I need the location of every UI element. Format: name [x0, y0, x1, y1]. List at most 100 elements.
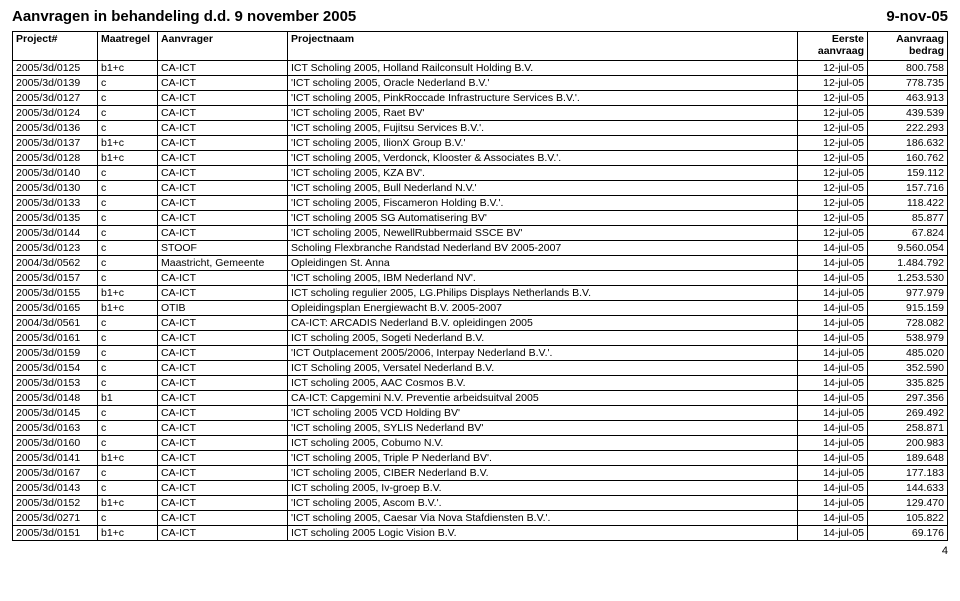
cell-amount: 160.762: [868, 151, 948, 166]
cell-projectnaam: 'ICT scholing 2005, CIBER Nederland B.V.: [288, 466, 798, 481]
cell-aanvrager: CA-ICT: [158, 181, 288, 196]
cell-date: 14-jul-05: [798, 526, 868, 541]
col-project: Project#: [13, 32, 98, 61]
cell-maatregel: c: [98, 316, 158, 331]
table-row: 2005/3d/0160cCA-ICTICT scholing 2005, Co…: [13, 436, 948, 451]
cell-projectnaam: ICT scholing 2005, Iv-groep B.V.: [288, 481, 798, 496]
table-row: 2005/3d/0148b1CA-ICTCA-ICT: Capgemini N.…: [13, 391, 948, 406]
cell-project: 2005/3d/0161: [13, 331, 98, 346]
col-maatregel: Maatregel: [98, 32, 158, 61]
table-row: 2005/3d/0165b1+cOTIBOpleidingsplan Energ…: [13, 301, 948, 316]
data-table: Project# Maatregel Aanvrager Projectnaam…: [12, 31, 948, 541]
cell-project: 2005/3d/0125: [13, 61, 98, 76]
cell-project: 2005/3d/0151: [13, 526, 98, 541]
cell-maatregel: c: [98, 481, 158, 496]
cell-amount: 67.824: [868, 226, 948, 241]
cell-date: 14-jul-05: [798, 316, 868, 331]
cell-amount: 85.877: [868, 211, 948, 226]
cell-date: 12-jul-05: [798, 76, 868, 91]
page-title-right: 9-nov-05: [886, 8, 948, 25]
cell-maatregel: b1+c: [98, 496, 158, 511]
cell-date: 14-jul-05: [798, 331, 868, 346]
cell-maatregel: c: [98, 466, 158, 481]
cell-maatregel: c: [98, 106, 158, 121]
table-row: 2005/3d/0130cCA-ICT'ICT scholing 2005, B…: [13, 181, 948, 196]
cell-projectnaam: CA-ICT: Capgemini N.V. Preventie arbeids…: [288, 391, 798, 406]
cell-aanvrager: CA-ICT: [158, 316, 288, 331]
cell-aanvrager: CA-ICT: [158, 376, 288, 391]
cell-aanvrager: CA-ICT: [158, 91, 288, 106]
cell-amount: 485.020: [868, 346, 948, 361]
cell-project: 2005/3d/0124: [13, 106, 98, 121]
cell-amount: 1.484.792: [868, 256, 948, 271]
cell-date: 14-jul-05: [798, 286, 868, 301]
cell-aanvrager: CA-ICT: [158, 436, 288, 451]
table-row: 2004/3d/0562cMaastricht, GemeenteOpleidi…: [13, 256, 948, 271]
cell-project: 2005/3d/0144: [13, 226, 98, 241]
table-row: 2005/3d/0157cCA-ICT'ICT scholing 2005, I…: [13, 271, 948, 286]
cell-date: 12-jul-05: [798, 226, 868, 241]
table-row: 2005/3d/0124cCA-ICT'ICT scholing 2005, R…: [13, 106, 948, 121]
cell-aanvrager: CA-ICT: [158, 451, 288, 466]
cell-project: 2005/3d/0143: [13, 481, 98, 496]
cell-maatregel: c: [98, 421, 158, 436]
table-row: 2004/3d/0561cCA-ICTCA-ICT: ARCADIS Neder…: [13, 316, 948, 331]
cell-project: 2005/3d/0141: [13, 451, 98, 466]
cell-project: 2005/3d/0154: [13, 361, 98, 376]
cell-date: 12-jul-05: [798, 166, 868, 181]
cell-project: 2005/3d/0165: [13, 301, 98, 316]
col-aanvraag: Aanvraag bedrag: [868, 32, 948, 61]
cell-date: 14-jul-05: [798, 436, 868, 451]
cell-amount: 69.176: [868, 526, 948, 541]
table-row: 2005/3d/0152b1+cCA-ICT'ICT scholing 2005…: [13, 496, 948, 511]
cell-maatregel: b1+c: [98, 286, 158, 301]
cell-maatregel: c: [98, 196, 158, 211]
cell-amount: 222.293: [868, 121, 948, 136]
cell-project: 2005/3d/0155: [13, 286, 98, 301]
cell-projectnaam: ICT scholing 2005, Sogeti Nederland B.V.: [288, 331, 798, 346]
cell-aanvrager: CA-ICT: [158, 61, 288, 76]
cell-amount: 335.825: [868, 376, 948, 391]
cell-maatregel: c: [98, 211, 158, 226]
table-row: 2005/3d/0144cCA-ICT'ICT scholing 2005, N…: [13, 226, 948, 241]
cell-date: 14-jul-05: [798, 451, 868, 466]
cell-projectnaam: ICT scholing 2005 Logic Vision B.V.: [288, 526, 798, 541]
cell-date: 14-jul-05: [798, 496, 868, 511]
cell-maatregel: c: [98, 241, 158, 256]
cell-amount: 144.633: [868, 481, 948, 496]
cell-date: 12-jul-05: [798, 151, 868, 166]
cell-maatregel: c: [98, 436, 158, 451]
cell-projectnaam: 'ICT scholing 2005, Ascom B.V.'.: [288, 496, 798, 511]
cell-date: 14-jul-05: [798, 271, 868, 286]
cell-maatregel: b1: [98, 391, 158, 406]
cell-amount: 189.648: [868, 451, 948, 466]
cell-amount: 463.913: [868, 91, 948, 106]
cell-maatregel: c: [98, 331, 158, 346]
page-number: 4: [12, 545, 948, 557]
cell-aanvrager: CA-ICT: [158, 271, 288, 286]
table-row: 2005/3d/0133cCA-ICT'ICT scholing 2005, F…: [13, 196, 948, 211]
cell-project: 2005/3d/0128: [13, 151, 98, 166]
cell-date: 14-jul-05: [798, 301, 868, 316]
cell-aanvrager: CA-ICT: [158, 76, 288, 91]
table-row: 2005/3d/0151b1+cCA-ICTICT scholing 2005 …: [13, 526, 948, 541]
cell-date: 12-jul-05: [798, 196, 868, 211]
cell-projectnaam: ICT scholing regulier 2005, LG.Philips D…: [288, 286, 798, 301]
cell-maatregel: b1+c: [98, 451, 158, 466]
cell-maatregel: c: [98, 361, 158, 376]
cell-date: 14-jul-05: [798, 481, 868, 496]
cell-date: 12-jul-05: [798, 91, 868, 106]
cell-projectnaam: Opleidingen St. Anna: [288, 256, 798, 271]
cell-date: 14-jul-05: [798, 346, 868, 361]
cell-amount: 1.253.530: [868, 271, 948, 286]
cell-project: 2005/3d/0148: [13, 391, 98, 406]
table-row: 2005/3d/0135cCA-ICT'ICT scholing 2005 SG…: [13, 211, 948, 226]
table-row: 2005/3d/0143cCA-ICTICT scholing 2005, Iv…: [13, 481, 948, 496]
table-row: 2005/3d/0128b1+cCA-ICT'ICT scholing 2005…: [13, 151, 948, 166]
cell-amount: 439.539: [868, 106, 948, 121]
cell-amount: 800.758: [868, 61, 948, 76]
cell-aanvrager: CA-ICT: [158, 346, 288, 361]
table-row: 2005/3d/0125b1+cCA-ICTICT Scholing 2005,…: [13, 61, 948, 76]
cell-projectnaam: Opleidingsplan Energiewacht B.V. 2005-20…: [288, 301, 798, 316]
cell-date: 14-jul-05: [798, 241, 868, 256]
